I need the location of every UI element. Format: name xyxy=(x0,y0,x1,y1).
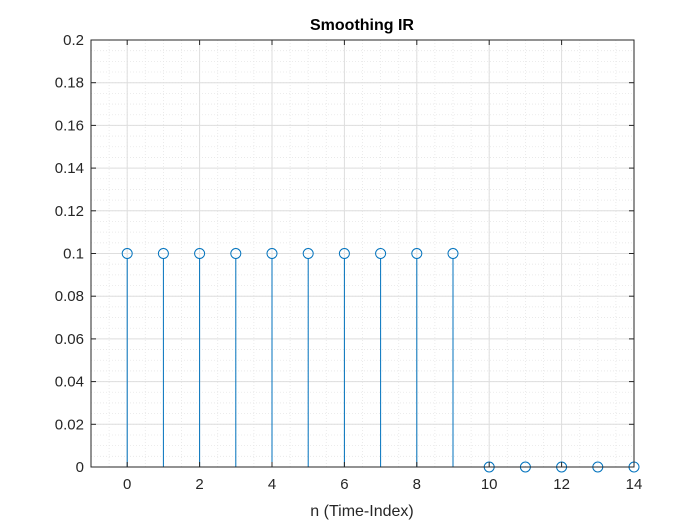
x-tick-label: 8 xyxy=(413,476,421,493)
stem-series xyxy=(121,248,640,473)
stem-marker xyxy=(121,248,133,259)
y-tick-label: 0.04 xyxy=(55,374,84,391)
stem-marker xyxy=(338,248,350,259)
x-axis-label: n (Time-Index) xyxy=(310,503,413,520)
x-tick-label: 12 xyxy=(553,476,570,493)
x-tick-labels: 0 2 4 6 8 10 12 14 xyxy=(123,476,642,493)
y-tick-label: 0.14 xyxy=(55,160,84,177)
y-tick-label: 0 xyxy=(76,459,84,476)
stem-marker xyxy=(230,248,242,259)
x-tick-label: 2 xyxy=(195,476,203,493)
stem-marker xyxy=(194,248,206,259)
x-tick-label: 0 xyxy=(123,476,131,493)
stem-marker xyxy=(411,248,423,259)
y-tick-label: 0.02 xyxy=(55,416,84,433)
axis-ticks xyxy=(91,39,635,468)
x-tick-label: 6 xyxy=(340,476,348,493)
y-tick-label: 0.08 xyxy=(55,288,84,305)
x-tick-label: 14 xyxy=(626,476,643,493)
chart-title: Smoothing IR xyxy=(310,17,414,34)
stem-marker xyxy=(266,248,278,259)
y-tick-label: 0.18 xyxy=(55,75,84,92)
y-tick-labels: 0 0.02 0.04 0.06 0.08 0.1 0.12 0.14 0.16 0.18 0.2 xyxy=(55,32,84,476)
y-tick-label: 0.16 xyxy=(55,117,84,134)
stem-marker xyxy=(447,248,459,259)
x-tick-label: 10 xyxy=(481,476,498,493)
x-tick-label: 4 xyxy=(268,476,276,493)
stem-marker xyxy=(375,248,387,259)
stem-marker xyxy=(302,248,314,259)
y-tick-label: 0.2 xyxy=(63,32,84,49)
y-tick-label: 0.1 xyxy=(63,246,84,263)
y-tick-label: 0.12 xyxy=(55,203,84,220)
y-tick-label: 0.06 xyxy=(55,331,84,348)
stem-marker xyxy=(157,248,169,259)
